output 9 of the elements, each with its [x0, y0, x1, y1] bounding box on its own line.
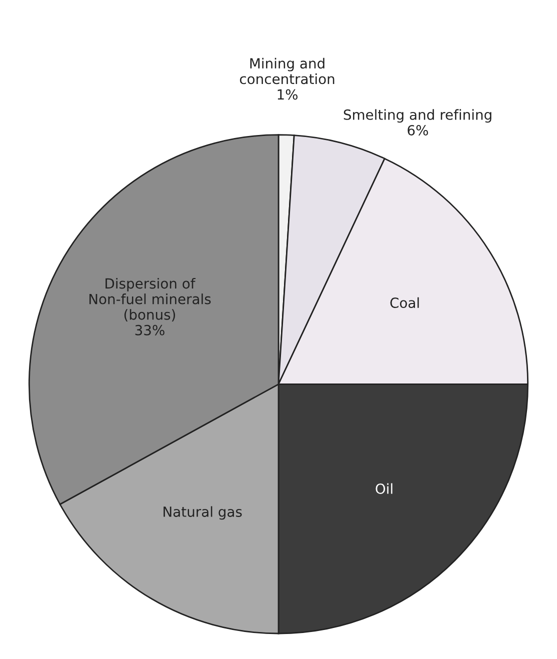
slice-label: Dispersion of Non-fuel minerals (bonus)	[89, 278, 211, 322]
slice-label: Mining and concentration	[240, 58, 334, 84]
slice-label: Coal	[390, 297, 419, 308]
data-label: 33%	[135, 324, 164, 336]
data-label: 6%	[408, 124, 428, 136]
slice-label: Natural gas	[164, 506, 242, 520]
data-label: 1%	[278, 89, 298, 100]
slice-label: Oil	[376, 483, 392, 494]
slice-label: Smelting and refining	[344, 109, 492, 123]
